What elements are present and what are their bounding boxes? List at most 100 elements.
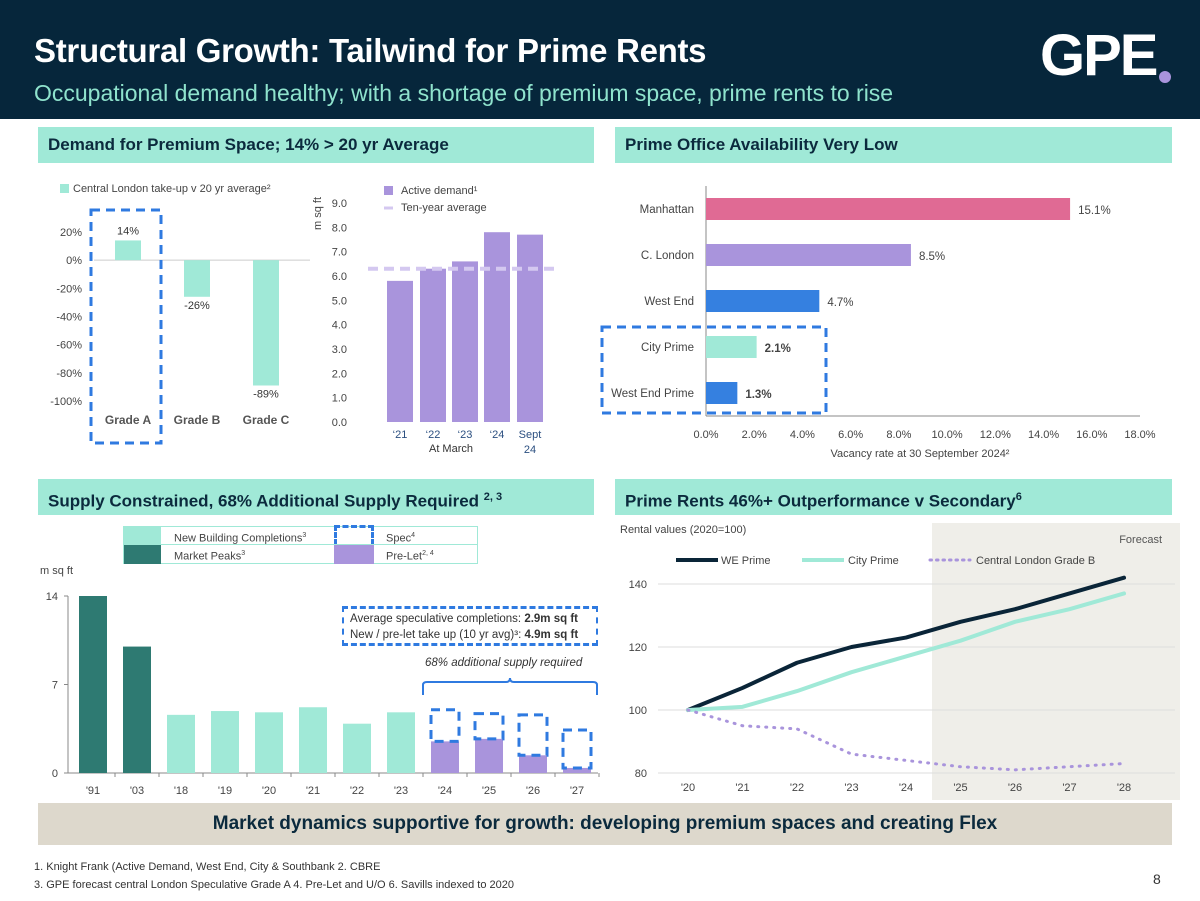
x-tick-label: '26 (526, 785, 540, 797)
completion-bar (211, 711, 239, 773)
x-tick-label: 0.0% (693, 429, 718, 441)
data-label: 2.1% (765, 343, 791, 355)
brace-icon (422, 677, 598, 695)
section-supply-text: Supply Constrained, 68% Additional Suppl… (48, 491, 480, 511)
supply-legend: New Building Completions3 Spec4 Market P… (123, 525, 478, 566)
y-tick-label: -20% (56, 283, 82, 295)
annotation-line-2: New / pre-let take up (10 yr avg)³: 4.9m… (350, 627, 590, 643)
bar (484, 232, 510, 422)
legend-swatch-prelet (334, 545, 374, 564)
y-tick-label: -80% (56, 368, 82, 380)
section-rents-sup: 6 (1015, 491, 1022, 503)
x-group-label: At March (429, 443, 473, 455)
y-tick-label: 1.0 (332, 393, 347, 405)
legend-active-label: Active demand¹ (401, 185, 478, 197)
bar (706, 198, 1071, 220)
supply-annotation-box: Average speculative completions: 2.9m sq… (342, 606, 598, 646)
y-tick-label: -100% (50, 396, 82, 408)
legend-prelet-sup: 2, 4 (422, 550, 434, 557)
x-tick-label: 16.0% (1076, 429, 1107, 441)
section-rents-text: Prime Rents 46%+ Outperformance v Second… (625, 491, 1016, 511)
bar (184, 260, 210, 297)
annotation-line-1: Average speculative completions: 2.9m sq… (350, 611, 590, 627)
y-axis-label: m sq ft (312, 197, 324, 230)
category-label: West End (644, 296, 694, 308)
data-label: 14% (117, 225, 139, 237)
x-tick-label: '21 (735, 782, 749, 794)
x-tick-label: '22 (790, 782, 804, 794)
slide-subtitle: Occupational demand healthy; with a shor… (34, 80, 894, 106)
y-tick-label: 2.0 (332, 368, 347, 380)
data-label: 1.3% (745, 389, 771, 401)
y-tick-label: 0% (66, 255, 82, 267)
legend-swatch-active (384, 186, 393, 195)
bar (452, 261, 478, 422)
legend-swatch-peaks (124, 545, 161, 564)
x-tick-label: Grade A (105, 413, 152, 427)
data-label: 15.1% (1078, 205, 1111, 217)
section-supply-sup: 2, 3 (483, 491, 503, 503)
annotation-line-2-text: New / pre-let take up (10 yr avg)³: (350, 629, 525, 641)
gpe-logo: GPE (1040, 23, 1158, 88)
x-tick-label: ‘23 (458, 429, 473, 441)
legend-completions-sup: 3 (302, 532, 307, 539)
series-line-central-london-grade-b (686, 708, 1126, 772)
spec-outline (561, 728, 593, 770)
x-tick-label: ‘22 (426, 429, 441, 441)
series-line-city-prime (686, 591, 1126, 712)
legend-divider (124, 544, 477, 545)
bar (115, 240, 141, 261)
x-tick-label: ‘24 (490, 429, 505, 441)
legend-completions: New Building Completions3 (174, 527, 306, 548)
legend-prelet: Pre-Let2, 4 (386, 545, 434, 566)
legend-prelet-label: Pre-Let (386, 550, 423, 563)
y-tick-label: 80 (635, 768, 647, 780)
vacancy-chart: Manhattan 15.1% C. London 8.5% West End 4.7% C… (600, 186, 1156, 460)
x-tick-label: 10.0% (932, 429, 963, 441)
active-demand-chart: Active demand¹ Ten-year average m sq ft 0.0… (312, 185, 558, 456)
y-tick-label: 9.0 (332, 198, 347, 210)
y-tick-label: -40% (56, 312, 82, 324)
annotation-line-1-value: 2.9m sq ft (524, 613, 578, 625)
bar (420, 268, 446, 422)
x-tick-label: '25 (953, 782, 967, 794)
x-tick-label: '20 (262, 785, 276, 797)
legend-swatch-spec (334, 525, 374, 545)
data-label: -89% (253, 389, 279, 401)
highlight-box (89, 208, 163, 445)
spec-outline (473, 712, 505, 741)
legend-peaks-label: Market Peaks (174, 550, 242, 563)
x-tick-label: '25 (482, 785, 496, 797)
y-tick-label: 120 (629, 642, 647, 654)
legend-spec: Spec4 (386, 527, 415, 548)
prelet-bar (519, 755, 547, 773)
legend-average-label: Ten-year average (401, 202, 487, 214)
x-tick-label: '28 (1117, 782, 1131, 794)
bottom-banner: Market dynamics supportive for growth: d… (38, 803, 1172, 845)
x-axis-label: Vacancy rate at 30 September 2024² (831, 448, 1010, 460)
legend-label: Central London take-up v 20 yr average² (73, 183, 271, 195)
takeup-chart: Central London take-up v 20 yr average² 2… (50, 183, 310, 445)
y-tick-label: -60% (56, 340, 82, 352)
bar (706, 336, 757, 358)
legend-spec-label: Spec (386, 532, 412, 545)
completion-bar (387, 712, 415, 773)
x-tick-label: '23 (394, 785, 408, 797)
legend-peaks-sup: 3 (241, 550, 246, 557)
x-tick-label: 14.0% (1028, 429, 1059, 441)
legend-completions-label: New Building Completions (174, 532, 303, 545)
page-number: 8 (1153, 871, 1161, 887)
slide-title: Structural Growth: Tailwind for Prime Re… (34, 32, 707, 69)
forecast-label: Forecast (1119, 534, 1162, 546)
x-tick-label: '24 (438, 785, 452, 797)
y-tick-label: 7 (52, 680, 58, 692)
y-axis-label: m sq ft (40, 565, 73, 577)
y-tick-label: 5.0 (332, 295, 347, 307)
legend-we-prime: WE Prime (721, 555, 771, 567)
x-tick-label: '20 (681, 782, 695, 794)
section-demand-title: Demand for Premium Space; 14% > 20 yr Av… (38, 127, 594, 163)
x-tick-label: '22 (350, 785, 364, 797)
bar (706, 244, 911, 266)
x-tick-label: '23 (844, 782, 858, 794)
x-tick-label: '27 (570, 785, 584, 797)
